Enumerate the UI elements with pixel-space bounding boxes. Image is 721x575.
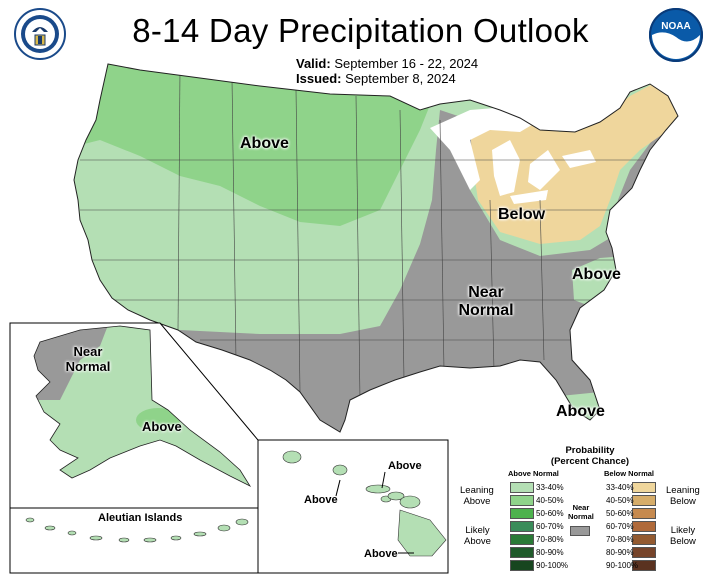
page-title: 8-14 Day Precipitation Outlook (132, 12, 589, 49)
legend-title-line2: (Percent Chance) (550, 456, 630, 467)
label-above-carolina: Above (572, 266, 621, 283)
label-near-normal: Near Normal (458, 284, 514, 320)
valid-value: September 16 - 22, 2024 (334, 56, 479, 71)
legend-above-label-0: 33-40% (536, 483, 564, 492)
legend-above-label-1: 40-50% (536, 496, 564, 505)
label-near-normal-line1: Near (468, 284, 504, 301)
legend-below-swatch-5 (632, 547, 656, 558)
legend-leaning-below-line2: Below (669, 496, 696, 507)
label-above-florida: Above (556, 403, 605, 420)
legend: Probability (Percent Chance) Above Norma… (454, 442, 720, 574)
legend-leaning-above-line2: Above (463, 496, 491, 507)
legend-below-label-6: 90-100% (606, 561, 639, 570)
noaa-logo-text: NOAA (661, 21, 690, 32)
legend-likely-below-line1: Likely (670, 525, 696, 536)
legend-above-swatch-6 (510, 560, 534, 571)
legend-likely-above-line1: Likely (465, 525, 490, 536)
legend-below-header: Below Normal (604, 469, 655, 478)
legend-above-label-3: 60-70% (536, 522, 564, 531)
noaa-logo-icon: NOAA (649, 8, 703, 62)
legend-below-swatch-2 (632, 508, 656, 519)
legend-below-label-3: 60-70% (606, 522, 634, 531)
issued-label: Issued: (296, 71, 342, 86)
legend-leaning-above: Leaning Above (460, 485, 494, 507)
issued-date: Issued: September 8, 2024 (296, 71, 456, 86)
label-alaska-near-line1: Near (73, 344, 103, 359)
label-alaska-near-line2: Normal (65, 359, 111, 374)
legend-leaning-below: Leaning Below (666, 485, 700, 507)
legend-above-label-2: 50-60% (536, 509, 564, 518)
legend-near-swatch (570, 526, 590, 536)
legend-below-swatch-0 (632, 482, 656, 493)
legend-above-header: Above Normal (508, 469, 559, 478)
commerce-seal-icon (14, 8, 66, 60)
legend-likely-below: Likely Below (670, 525, 696, 547)
label-near-normal-line2: Normal (458, 302, 514, 319)
legend-below-swatch-3 (632, 521, 656, 532)
legend-leaning-above-line1: Leaning (460, 485, 494, 496)
legend-above-label-6: 90-100% (536, 561, 569, 570)
legend-above-swatch-4 (510, 534, 534, 545)
legend-below-label-1: 40-50% (606, 496, 634, 505)
valid-label: Valid: (296, 56, 331, 71)
label-alaska-near-normal: Near Normal (60, 344, 116, 374)
legend-above-swatch-3 (510, 521, 534, 532)
legend-likely-above: Likely Above (464, 525, 491, 547)
issued-value: September 8, 2024 (345, 71, 456, 86)
legend-below-label-0: 33-40% (606, 483, 634, 492)
label-hawaii-above-1: Above (388, 460, 422, 472)
legend-above-swatch-2 (510, 508, 534, 519)
valid-dates: Valid: September 16 - 22, 2024 (296, 56, 478, 71)
legend-below-label-4: 70-80% (606, 535, 634, 544)
label-hawaii-above-3: Above (364, 548, 398, 560)
label-hawaii-above-2: Above (304, 494, 338, 506)
legend-likely-above-line2: Above (464, 536, 491, 547)
legend-below-swatch-4 (632, 534, 656, 545)
legend-below-swatch-1 (632, 495, 656, 506)
legend-title-line1: Probability (565, 445, 615, 456)
legend-near-normal: Near Normal (568, 503, 594, 521)
label-alaska-above: Above (142, 419, 182, 434)
legend-near-line2: Normal (568, 512, 594, 521)
legend-title: Probability (Percent Chance) (544, 445, 636, 467)
legend-above-swatch-1 (510, 495, 534, 506)
legend-leaning-below-line1: Leaning (666, 485, 700, 496)
legend-below-label-2: 50-60% (606, 509, 634, 518)
legend-below-swatch-6 (632, 560, 656, 571)
aleutian-islands-title: Aleutian Islands (98, 512, 183, 524)
legend-above-swatch-0 (510, 482, 534, 493)
label-above-north: Above (240, 135, 289, 152)
legend-above-label-4: 70-80% (536, 535, 564, 544)
legend-near-line1: Near (572, 503, 590, 512)
label-below-northeast: Below (498, 206, 546, 223)
legend-below-label-5: 80-90% (606, 548, 634, 557)
legend-above-label-5: 80-90% (536, 548, 564, 557)
legend-likely-below-line2: Below (670, 536, 696, 547)
legend-above-swatch-5 (510, 547, 534, 558)
